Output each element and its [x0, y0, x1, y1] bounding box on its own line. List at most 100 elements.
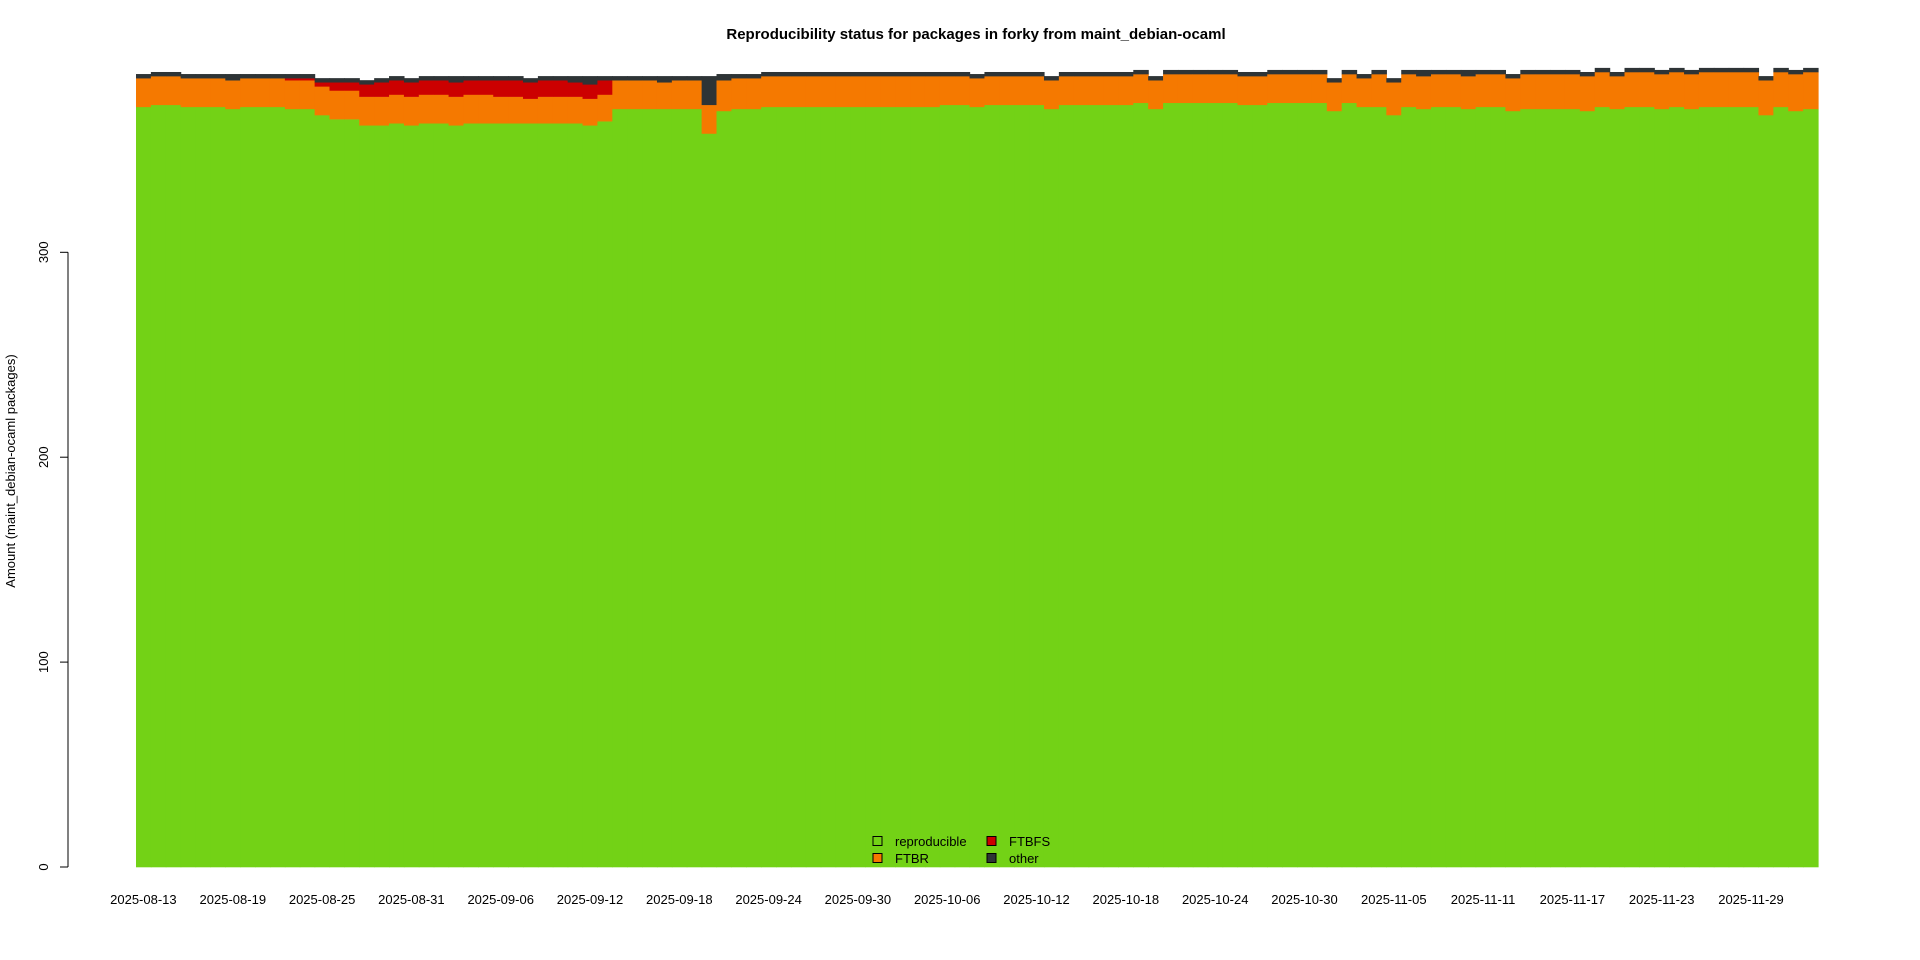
x-tick-label: 2025-11-11 [1451, 892, 1516, 907]
bar-ftbfs-26 [523, 82, 539, 99]
bar-reproducible-10 [284, 108, 301, 868]
bar-ftbr-46 [820, 76, 837, 108]
bar-other-16 [374, 78, 390, 83]
bar-other-49 [865, 71, 881, 77]
bar-reproducible-2 [165, 104, 182, 868]
legend-swatch-ftbfs [986, 836, 997, 846]
bar-ftbfs-16 [374, 82, 390, 97]
legend-swatch-reproducible [872, 836, 883, 846]
bar-ftbfs-11 [299, 78, 316, 81]
bar-reproducible-92 [1505, 110, 1521, 868]
bar-reproducible-28 [552, 123, 569, 868]
bar-other-109 [1758, 76, 1774, 81]
bar-ftbr-49 [865, 76, 881, 108]
bar-ftbr-82 [1356, 78, 1373, 108]
bar-ftbr-66 [1118, 76, 1134, 106]
bar-ftbr-5 [210, 78, 226, 108]
bar-other-99 [1609, 71, 1626, 77]
bar-ftbfs-27 [537, 80, 554, 97]
bar-other-1 [150, 71, 167, 77]
bar-ftbr-17 [389, 94, 405, 124]
bar-other-75 [1252, 71, 1268, 77]
bar-reproducible-78 [1297, 102, 1313, 868]
bar-ftbr-20 [433, 94, 450, 124]
bar-other-47 [835, 71, 852, 77]
bar-reproducible-47 [835, 106, 852, 868]
bar-other-17 [389, 76, 405, 81]
bar-ftbr-86 [1416, 76, 1432, 110]
bar-other-8 [255, 74, 271, 79]
bar-reproducible-33 [627, 108, 643, 868]
bar-ftbr-10 [284, 80, 301, 110]
bar-ftbr-24 [493, 96, 509, 124]
x-tick-label: 2025-11-17 [1540, 892, 1606, 907]
bar-ftbr-92 [1505, 78, 1521, 112]
bar-other-25 [508, 76, 524, 81]
bar-reproducible-84 [1386, 115, 1402, 868]
bar-ftbr-38 [701, 104, 718, 134]
bar-ftbr-53 [924, 76, 941, 108]
bar-reproducible-3 [180, 106, 197, 868]
bar-other-106 [1713, 67, 1730, 73]
bar-ftbr-99 [1609, 76, 1626, 110]
bar-reproducible-88 [1445, 106, 1462, 868]
bar-other-67 [1133, 69, 1149, 75]
bar-reproducible-42 [761, 106, 777, 868]
bar-ftbr-107 [1728, 71, 1745, 108]
bar-other-48 [850, 71, 866, 77]
bar-other-112 [1803, 67, 1819, 73]
bar-reproducible-86 [1416, 108, 1432, 868]
bar-ftbr-39 [716, 80, 732, 112]
legend-swatch-other [986, 853, 997, 863]
bar-ftbr-94 [1535, 74, 1551, 110]
bar-other-68 [1148, 76, 1164, 81]
bar-ftbr-80 [1326, 82, 1343, 112]
bar-ftbr-42 [761, 76, 777, 108]
bar-ftbr-81 [1341, 74, 1358, 104]
bar-ftbr-58 [999, 76, 1015, 106]
bar-reproducible-108 [1743, 106, 1760, 868]
bar-ftbr-63 [1073, 76, 1090, 106]
bar-other-83 [1371, 69, 1387, 75]
bar-ftbr-109 [1758, 80, 1774, 116]
bar-other-30 [582, 76, 599, 85]
bar-reproducible-79 [1311, 102, 1328, 868]
bar-reproducible-99 [1609, 108, 1626, 868]
bar-ftbfs-30 [582, 84, 599, 99]
bar-ftbr-108 [1743, 71, 1760, 108]
bar-reproducible-66 [1118, 104, 1134, 868]
bar-ftbfs-13 [329, 82, 345, 91]
bar-other-10 [284, 74, 301, 79]
bar-other-7 [240, 74, 256, 79]
bar-ftbr-11 [299, 80, 316, 110]
y-tick-label: 200 [36, 446, 51, 468]
bar-reproducible-35 [656, 108, 673, 868]
bar-reproducible-8 [255, 106, 271, 868]
bar-reproducible-41 [746, 108, 762, 868]
bar-other-19 [418, 76, 435, 81]
x-tick-label: 2025-10-12 [1003, 892, 1070, 907]
bar-other-69 [1163, 69, 1179, 75]
bar-ftbr-85 [1401, 74, 1417, 108]
bar-reproducible-75 [1252, 104, 1268, 868]
bar-reproducible-22 [463, 123, 479, 868]
bar-other-70 [1177, 69, 1194, 75]
bar-reproducible-37 [686, 108, 703, 868]
bar-reproducible-67 [1133, 102, 1149, 868]
bar-reproducible-85 [1401, 106, 1417, 868]
bar-other-12 [314, 78, 331, 83]
bar-other-87 [1430, 69, 1447, 75]
bar-ftbr-55 [954, 76, 971, 106]
bar-reproducible-39 [716, 110, 732, 868]
bar-other-43 [776, 71, 792, 77]
bar-ftbr-40 [731, 78, 747, 110]
bar-other-59 [1014, 71, 1030, 77]
bar-other-71 [1192, 69, 1209, 75]
bar-reproducible-57 [984, 104, 1000, 868]
bar-reproducible-72 [1207, 102, 1224, 868]
bar-ftbr-68 [1148, 80, 1164, 110]
bar-other-103 [1669, 67, 1685, 73]
bar-ftbfs-23 [478, 80, 494, 95]
x-axis-labels: 2025-08-13 2025-08-19 2025-08-25 2025-08-31… [110, 892, 1784, 907]
bar-ftbr-61 [1043, 80, 1060, 110]
